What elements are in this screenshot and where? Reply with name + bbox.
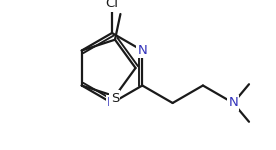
Text: N: N [228,96,238,110]
Text: Cl: Cl [105,0,118,10]
Text: N: N [107,96,117,110]
Text: S: S [111,92,119,105]
Text: N: N [137,44,147,57]
